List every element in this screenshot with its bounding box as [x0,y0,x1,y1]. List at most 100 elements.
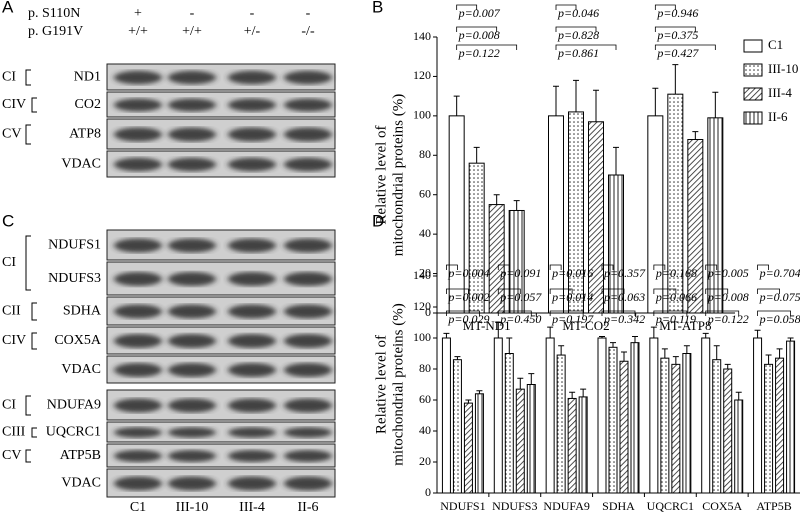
bar [753,337,763,494]
complex-label: CV [2,448,21,463]
lane-label: C1 [130,500,146,515]
error-bar [661,348,668,359]
blot-band [168,427,216,438]
error-bar [765,354,772,365]
protein-label: COX5A [54,333,102,348]
error-bar [672,356,679,365]
blot-band [168,127,216,142]
significance-bracket [446,264,458,270]
bar [568,111,584,314]
blot-band [228,272,276,286]
error-bar [621,351,627,362]
error-bar [573,79,579,112]
p-value: p=0.828 [557,28,599,42]
blot-band [168,450,216,462]
y-tick-label: 140 [413,29,431,43]
significance-bracket [654,4,676,10]
significance-bracket [549,264,562,270]
error-bar [513,200,520,211]
legend-label: II-6 [768,109,788,124]
complex-label: CII [2,304,21,319]
significance-bracket [456,26,498,32]
y-axis-label: mitochondrial proteins (%) [390,303,406,465]
bar [588,121,604,314]
p-value: p=0.014 [551,290,593,304]
genotype-value: - [190,6,195,21]
blot-band [168,334,216,348]
error-bar [754,329,761,338]
bar [701,337,711,494]
y-tick-label: 100 [413,330,431,344]
y-tick-label: 140 [413,268,431,282]
protein-label: NDUFA9 [47,398,101,413]
protein-label: SDHA [63,304,102,319]
p-value: p=0.008 [458,28,500,42]
error-bar [599,335,605,338]
p-value: p=0.450 [499,312,541,326]
blot-background [106,443,336,468]
p-value: p=0.704 [759,266,800,280]
panel-label: B [372,0,383,16]
blot-band [228,450,276,462]
p-value: p=0.063 [603,290,645,304]
blot-band [114,398,162,413]
blot-band [284,363,332,377]
significance-bracket [757,310,791,316]
blot-band [228,398,276,413]
bracket [31,302,37,321]
blot-band [114,476,162,491]
bar [723,368,733,494]
bar [504,353,514,494]
error-bar [632,335,638,343]
bar [682,353,692,494]
blot-band [168,363,216,377]
protein-label: VDAC [61,476,101,491]
error-bar [493,194,500,205]
bar [775,357,785,494]
bracket [25,235,31,291]
blot-band [228,70,276,85]
blot-band [114,127,162,142]
bracket [31,97,37,113]
bar [608,346,618,494]
p-value: p=0.066 [655,290,697,304]
p-value: p=0.357 [603,266,646,280]
x-tick-label: ATP5B [756,499,791,513]
bar [619,360,629,494]
genotype-value: +/+ [128,24,148,39]
protein-label: CO2 [75,97,101,112]
blot-band [168,98,216,112]
blot-band [284,70,332,85]
p-value: p=0.375 [656,28,698,42]
significance-bracket [757,288,780,294]
p-value: p=0.122 [458,46,500,60]
blot-band [114,304,162,319]
x-tick-label: MT-ATP8 [659,318,711,333]
bar [452,359,462,494]
bar [556,354,566,494]
bracket [25,449,31,463]
bar [474,393,484,494]
p-value: p=0.946 [656,6,698,20]
error-bar [787,337,794,342]
blot-band [228,127,276,142]
bar [687,139,704,314]
complex-label: CIV [2,97,26,112]
error-bar [506,337,513,354]
error-bar [528,373,535,385]
bar [548,115,564,314]
x-tick-label: UQCRC1 [647,499,694,513]
significance-bracket [497,288,521,294]
bar [515,388,525,494]
error-bar [495,322,502,338]
genotype-value: - [250,6,255,21]
blot-band [228,427,276,438]
y-axis-label: Relative level of [373,335,389,434]
significance-bracket [555,26,597,32]
protein-label: UQCRC1 [46,425,101,440]
protein-label: ATP8 [69,127,101,142]
y-tick-label: 40 [419,423,431,437]
blot-band [228,334,276,348]
lane-label: II-6 [298,500,319,515]
significance-bracket [757,264,769,270]
